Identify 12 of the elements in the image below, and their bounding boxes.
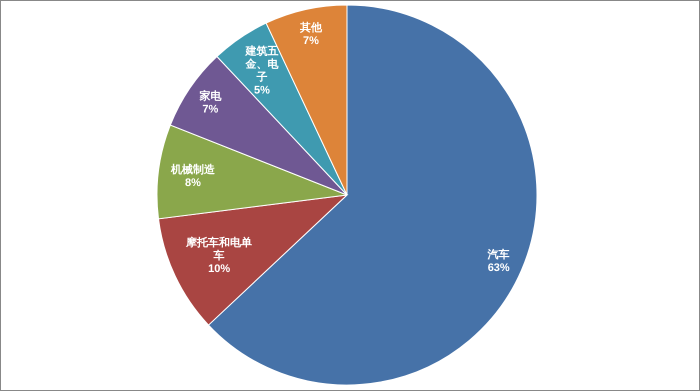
data-label: 10%: [208, 263, 230, 276]
slice-label: 摩托车和电单车: [185, 236, 252, 262]
data-label: 7%: [202, 104, 218, 116]
data-label: 8%: [184, 177, 202, 190]
slice-label: 汽车: [486, 248, 510, 262]
slice-label: 家电: [198, 90, 222, 103]
data-label: 7%: [302, 35, 320, 48]
slice-label: 其他: [298, 21, 323, 34]
data-label: 5%: [254, 84, 270, 96]
slice-label: 机械制造: [170, 163, 216, 176]
data-label: 63%: [488, 262, 510, 274]
slice-label: 建筑五金、电子: [244, 44, 280, 84]
